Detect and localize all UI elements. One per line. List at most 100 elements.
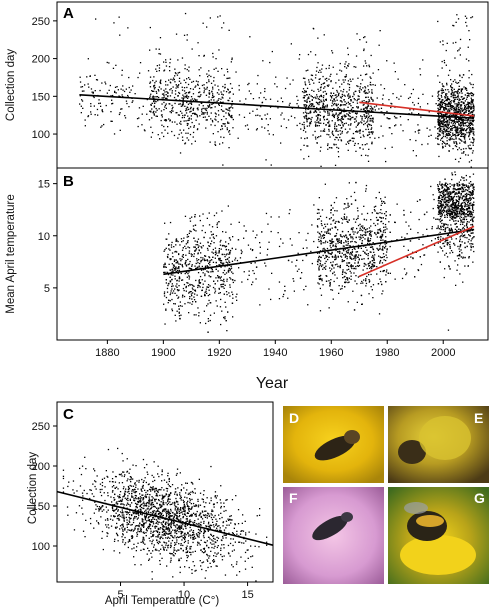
data-point xyxy=(351,267,353,270)
data-point xyxy=(171,285,173,288)
data-point xyxy=(440,125,442,128)
data-point xyxy=(343,88,345,91)
data-point xyxy=(343,242,345,244)
data-point xyxy=(114,91,116,93)
data-point xyxy=(448,111,450,113)
data-point xyxy=(207,249,209,251)
data-point xyxy=(183,79,185,81)
data-point xyxy=(442,130,444,133)
data-point xyxy=(149,82,151,84)
data-point xyxy=(177,86,179,89)
data-point xyxy=(192,131,195,134)
data-point xyxy=(446,193,448,195)
data-point xyxy=(379,30,381,32)
data-point xyxy=(459,240,461,242)
data-point xyxy=(450,250,453,252)
data-point xyxy=(468,60,470,62)
data-point xyxy=(378,313,381,315)
data-point xyxy=(211,234,213,236)
data-point xyxy=(328,78,330,80)
data-point xyxy=(163,69,166,71)
data-point xyxy=(325,93,327,95)
data-point xyxy=(155,96,157,98)
data-point xyxy=(329,270,332,272)
data-point xyxy=(452,114,454,116)
data-point xyxy=(420,116,422,118)
data-point xyxy=(447,108,449,110)
data-point xyxy=(165,119,168,121)
data-point xyxy=(305,84,307,86)
data-point xyxy=(460,120,462,122)
data-point xyxy=(216,252,218,254)
data-point xyxy=(473,140,475,142)
data-point xyxy=(219,264,221,266)
data-point xyxy=(187,139,190,141)
data-point xyxy=(369,124,371,126)
data-point xyxy=(186,137,188,139)
data-point xyxy=(234,279,236,282)
data-point xyxy=(178,308,180,310)
data-point xyxy=(453,195,456,197)
data-point xyxy=(330,96,332,98)
data-point xyxy=(193,255,195,258)
data-point xyxy=(465,174,467,177)
data-point xyxy=(437,143,439,145)
data-point xyxy=(139,62,142,64)
data-point xyxy=(217,99,219,101)
data-point xyxy=(439,238,442,240)
data-point xyxy=(326,241,329,243)
data-point xyxy=(231,104,233,106)
data-point xyxy=(302,112,305,114)
data-point xyxy=(175,270,177,273)
data-point xyxy=(283,293,285,296)
data-point xyxy=(459,223,462,226)
data-point xyxy=(203,54,205,57)
data-point xyxy=(451,203,453,206)
data-point xyxy=(437,95,439,97)
data-point xyxy=(443,91,445,93)
data-point xyxy=(325,98,327,100)
data-point xyxy=(167,126,169,128)
data-point xyxy=(469,196,471,199)
data-point xyxy=(165,59,167,61)
data-point xyxy=(320,240,322,243)
data-point xyxy=(447,124,449,126)
data-point xyxy=(378,255,380,257)
data-point xyxy=(361,242,363,244)
data-point xyxy=(458,205,461,207)
data-point xyxy=(374,254,376,256)
data-point xyxy=(471,218,473,221)
data-point xyxy=(226,280,228,282)
data-point xyxy=(198,104,200,106)
data-point xyxy=(353,98,355,100)
data-point xyxy=(342,91,344,93)
data-point xyxy=(465,130,467,132)
data-point xyxy=(328,134,330,136)
data-point xyxy=(188,292,190,294)
data-point xyxy=(81,100,84,102)
data-point xyxy=(336,99,338,101)
data-point xyxy=(340,242,342,244)
data-point xyxy=(320,231,323,233)
data-point xyxy=(178,305,180,307)
data-point xyxy=(311,96,313,98)
data-point xyxy=(223,90,225,92)
data-point xyxy=(343,94,345,96)
data-point xyxy=(181,305,183,307)
data-point xyxy=(376,236,378,238)
data-point xyxy=(384,223,387,226)
data-point xyxy=(454,91,456,93)
data-point xyxy=(155,90,157,93)
data-point xyxy=(464,236,466,239)
data-point xyxy=(190,118,192,120)
data-point xyxy=(338,92,340,94)
data-point xyxy=(169,62,171,64)
data-point xyxy=(224,265,226,268)
data-point xyxy=(175,98,177,101)
data-point xyxy=(298,58,300,60)
data-point xyxy=(399,116,402,118)
data-point xyxy=(307,232,309,235)
data-point xyxy=(227,77,229,79)
data-point xyxy=(444,241,446,243)
data-point xyxy=(438,155,440,158)
